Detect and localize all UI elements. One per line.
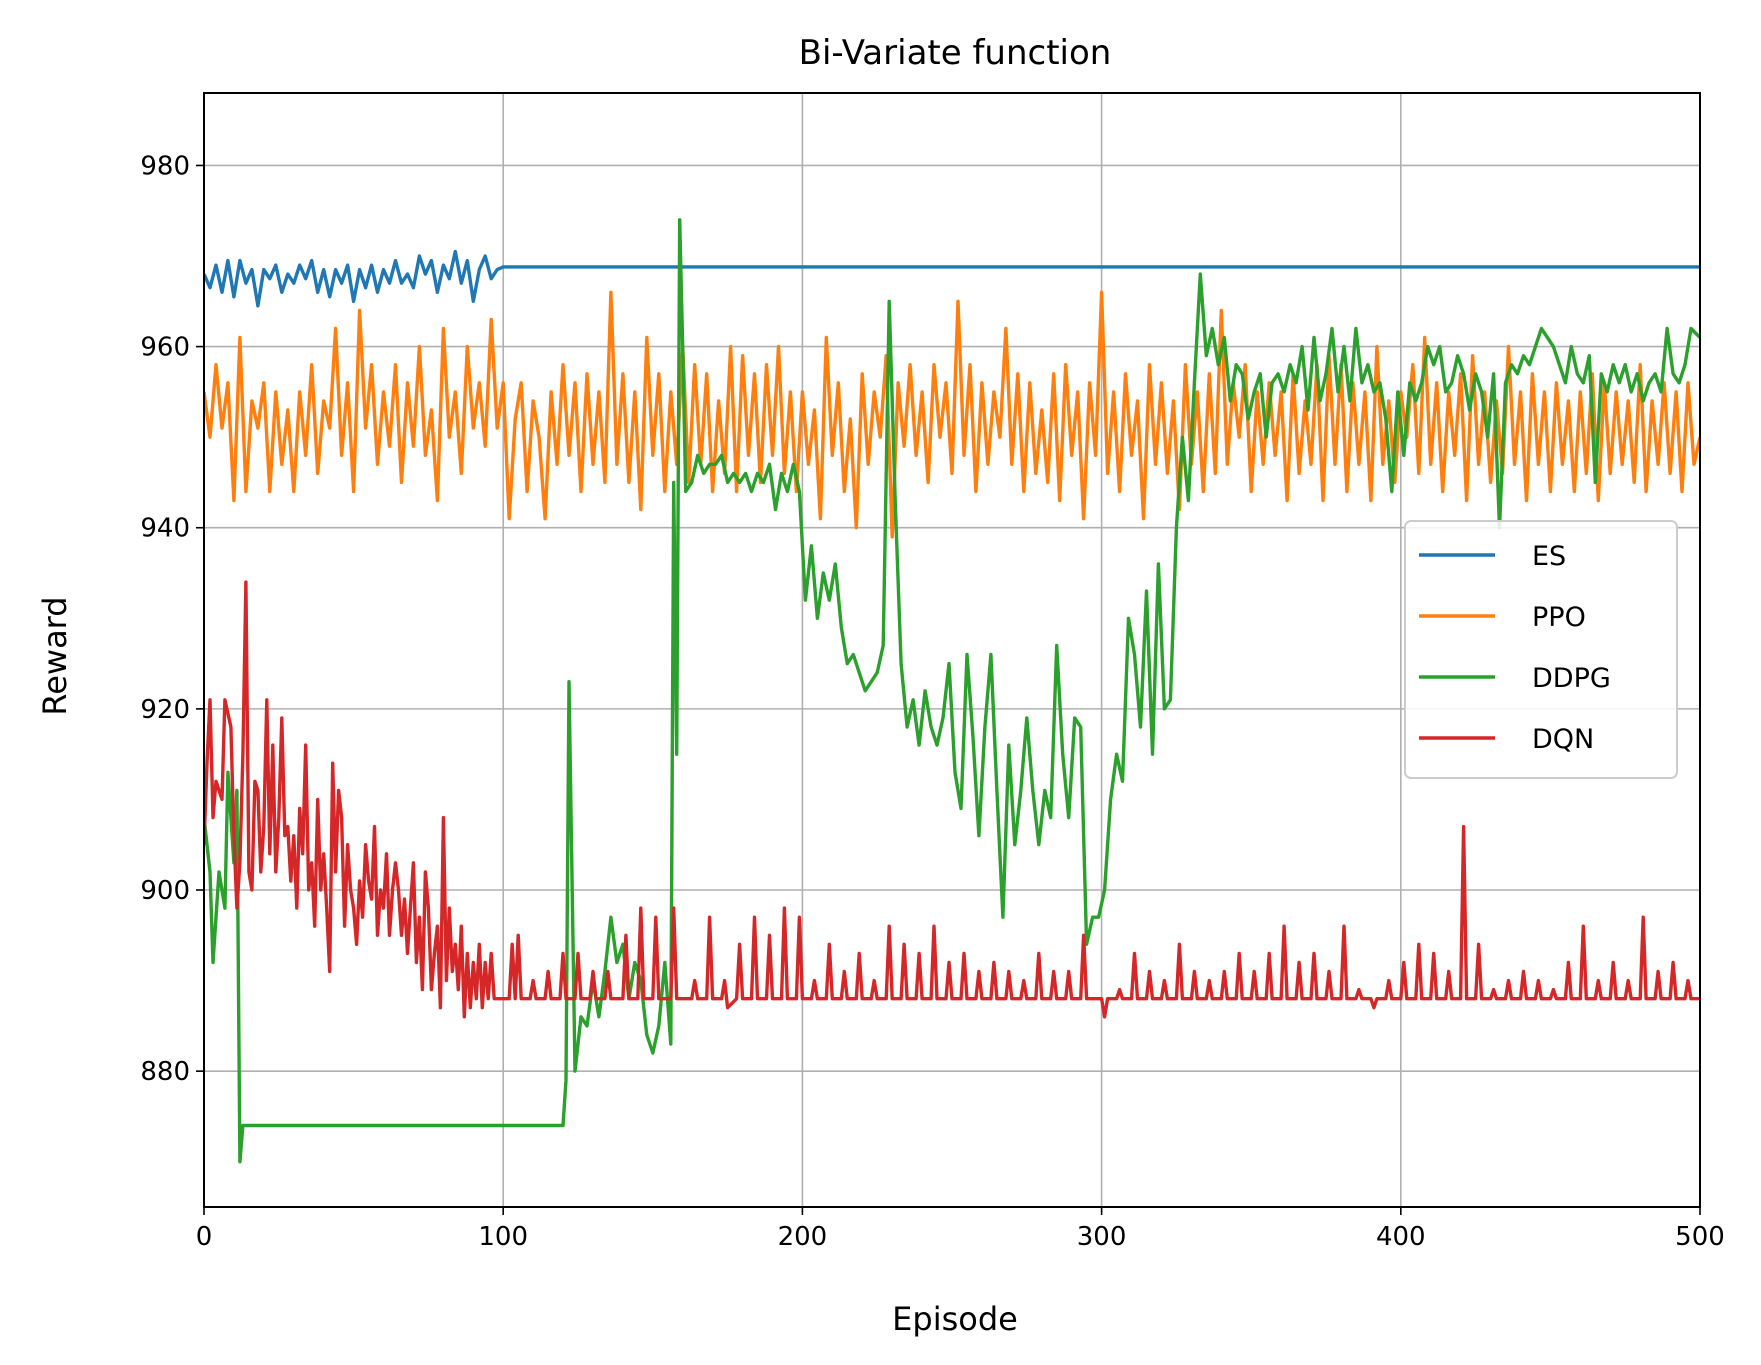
legend-box bbox=[1404, 520, 1678, 779]
y-tick-label: 920 bbox=[140, 695, 190, 725]
y-tick-label: 980 bbox=[140, 151, 190, 181]
ticks: 0 100 200 300 400 500 880 900 920 940 960 980 bbox=[140, 151, 1724, 1252]
x-axis-title: Episode bbox=[892, 1300, 1018, 1338]
x-tick-label: 400 bbox=[1376, 1222, 1426, 1252]
y-tick-label: 880 bbox=[140, 1057, 190, 1087]
series-lines bbox=[204, 218, 1700, 1164]
series-line-dqn bbox=[204, 580, 1700, 1019]
legend-label-es: ES bbox=[1532, 541, 1566, 572]
plot-frame bbox=[203, 92, 1701, 1208]
x-tick-label: 500 bbox=[1675, 1222, 1725, 1252]
legend-label-dqn: DQN bbox=[1532, 724, 1594, 755]
series-line-ddpg bbox=[204, 218, 1700, 1164]
y-axis-title: Reward bbox=[36, 596, 74, 715]
legend-label-ddpg: DDPG bbox=[1532, 663, 1611, 694]
series-line-es bbox=[204, 249, 1700, 308]
chart-title: Bi-Variate function bbox=[799, 33, 1112, 73]
x-tick-label: 100 bbox=[478, 1222, 528, 1252]
y-tick-label: 900 bbox=[140, 876, 190, 906]
x-tick-label: 0 bbox=[196, 1222, 213, 1252]
legend: ES PPO DDPG DQN bbox=[1404, 520, 1678, 779]
y-tick-label: 960 bbox=[140, 333, 190, 363]
legend-label-ppo: PPO bbox=[1532, 602, 1586, 633]
y-tick-label: 940 bbox=[140, 514, 190, 544]
x-tick-label: 200 bbox=[778, 1222, 828, 1252]
x-tick-label: 300 bbox=[1077, 1222, 1127, 1252]
series-line-ppo bbox=[204, 290, 1700, 539]
